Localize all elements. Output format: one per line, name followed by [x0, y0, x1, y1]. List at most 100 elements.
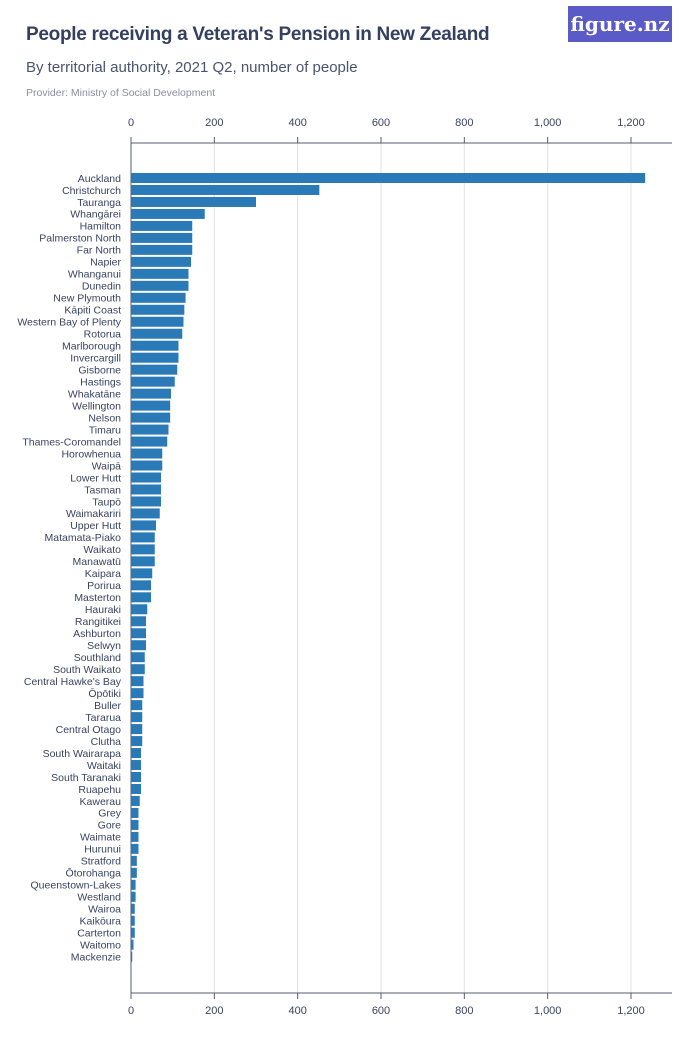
category-label: Ashburton [73, 628, 121, 640]
category-label: South Waikato [53, 664, 121, 676]
top-tick-label: 200 [205, 117, 223, 129]
category-label: Taupō [92, 496, 121, 508]
category-label: Marlborough [62, 341, 121, 353]
category-label: Palmerston North [39, 233, 121, 245]
category-label: South Taranaki [51, 772, 121, 784]
category-label: Selwyn [87, 640, 121, 652]
bar-timaru [131, 424, 169, 435]
bottom-tick-label: 800 [455, 1005, 473, 1017]
bar-tauranga [131, 196, 256, 207]
category-label: Central Otago [56, 724, 122, 736]
category-label: Grey [98, 808, 122, 820]
top-tick-label: 400 [288, 117, 306, 129]
bar-ashburton [131, 628, 146, 639]
bottom-tick-label: 1,200 [617, 1005, 645, 1017]
bar-nelson [131, 412, 171, 423]
category-label: Waimakariri [66, 508, 121, 520]
category-label: Far North [77, 245, 122, 257]
top-tick-label: 600 [372, 117, 390, 129]
bar-waikato [131, 544, 155, 555]
bar-manawat- [131, 556, 155, 567]
category-label: Waipā [92, 460, 122, 472]
category-label: Southland [74, 652, 121, 664]
category-label: Hurunui [84, 844, 121, 856]
bar-ruapehu [131, 783, 141, 794]
bar-waitomo [131, 939, 134, 950]
category-label: Waitaki [87, 760, 121, 772]
provider-note: Provider: Ministry of Social Development [26, 87, 216, 99]
bar-napier [131, 256, 191, 267]
category-label: Wairoa [88, 904, 121, 916]
category-label: Tauranga [77, 197, 121, 209]
bar-horowhenua [131, 448, 163, 459]
category-label: Whangārei [70, 209, 121, 221]
category-label: Stratford [81, 856, 121, 868]
category-label: Manawatū [73, 556, 122, 568]
bar-waimakariri [131, 508, 160, 519]
bar-gisborne [131, 364, 178, 375]
bar-western-bay-of-plenty [131, 316, 184, 327]
bar-queenstown-lakes [131, 879, 136, 890]
bar-rangitikei [131, 616, 146, 627]
category-label: Thames-Coromandel [22, 436, 121, 448]
bar-kaik-ura [131, 915, 135, 926]
bar-stratford [131, 855, 137, 866]
bar-dunedin [131, 280, 189, 291]
category-label: Kaikōura [80, 916, 122, 928]
category-label: Tararua [85, 712, 121, 724]
bar-hastings [131, 376, 175, 387]
category-label: Dunedin [82, 281, 121, 293]
bar-auckland [131, 173, 646, 183]
bar-carterton [131, 927, 135, 938]
category-label: Ōtorohanga [66, 868, 122, 880]
category-label: Horowhenua [61, 448, 121, 460]
top-tick-label: 1,000 [534, 117, 562, 129]
category-label: Invercargill [70, 353, 121, 365]
chart-title: People receiving a Veteran's Pension in … [26, 24, 490, 45]
category-label: Auckland [78, 173, 121, 185]
category-label: Matamata-Piako [45, 532, 122, 544]
figure-nz-logo[interactable]: figure.nz [568, 6, 672, 42]
bar-grey [131, 807, 139, 818]
bar-whanganui [131, 268, 189, 279]
bar-mackenzie [131, 951, 133, 962]
bar-taup- [131, 496, 161, 507]
bar--p-tiki [131, 688, 144, 699]
category-label: Timaru [89, 424, 121, 436]
bar-palmerston-north [131, 232, 193, 243]
bar-south-waikato [131, 664, 145, 675]
bar-kaipara [131, 568, 153, 579]
category-label: Central Hawke's Bay [24, 676, 122, 688]
bar-tararua [131, 712, 143, 723]
bar-whakat-ne [131, 388, 171, 399]
bar-southland [131, 652, 145, 663]
bar-clutha [131, 736, 143, 747]
bar-hurunui [131, 843, 139, 854]
bar-far-north [131, 244, 193, 255]
bar-hauraki [131, 604, 148, 615]
category-label: Porirua [87, 580, 121, 592]
bar-marlborough [131, 340, 179, 351]
bar-central-hawke-s-bay [131, 676, 144, 687]
category-label: Christchurch [62, 185, 121, 197]
bar-south-taranaki [131, 772, 141, 782]
bar-waip- [131, 460, 163, 471]
category-label: Kawerau [80, 796, 122, 808]
category-label: Waitomo [80, 940, 121, 952]
category-label: Kaipara [85, 568, 121, 580]
category-label: New Plymouth [53, 293, 121, 305]
bar-waimate [131, 831, 139, 842]
category-label: Whakatāne [68, 388, 121, 400]
top-tick-label: 1,200 [617, 117, 645, 129]
bar-westland [131, 891, 136, 902]
bar-upper-hutt [131, 520, 156, 531]
top-tick-label: 800 [455, 117, 473, 129]
top-tick-label: 0 [128, 117, 134, 129]
category-label: Mackenzie [71, 952, 121, 964]
category-label: Masterton [74, 592, 121, 604]
category-label: Carterton [77, 928, 121, 940]
bar-tasman [131, 484, 161, 495]
bar-matamata-piako [131, 532, 155, 543]
category-label: Rangitikei [75, 616, 121, 628]
